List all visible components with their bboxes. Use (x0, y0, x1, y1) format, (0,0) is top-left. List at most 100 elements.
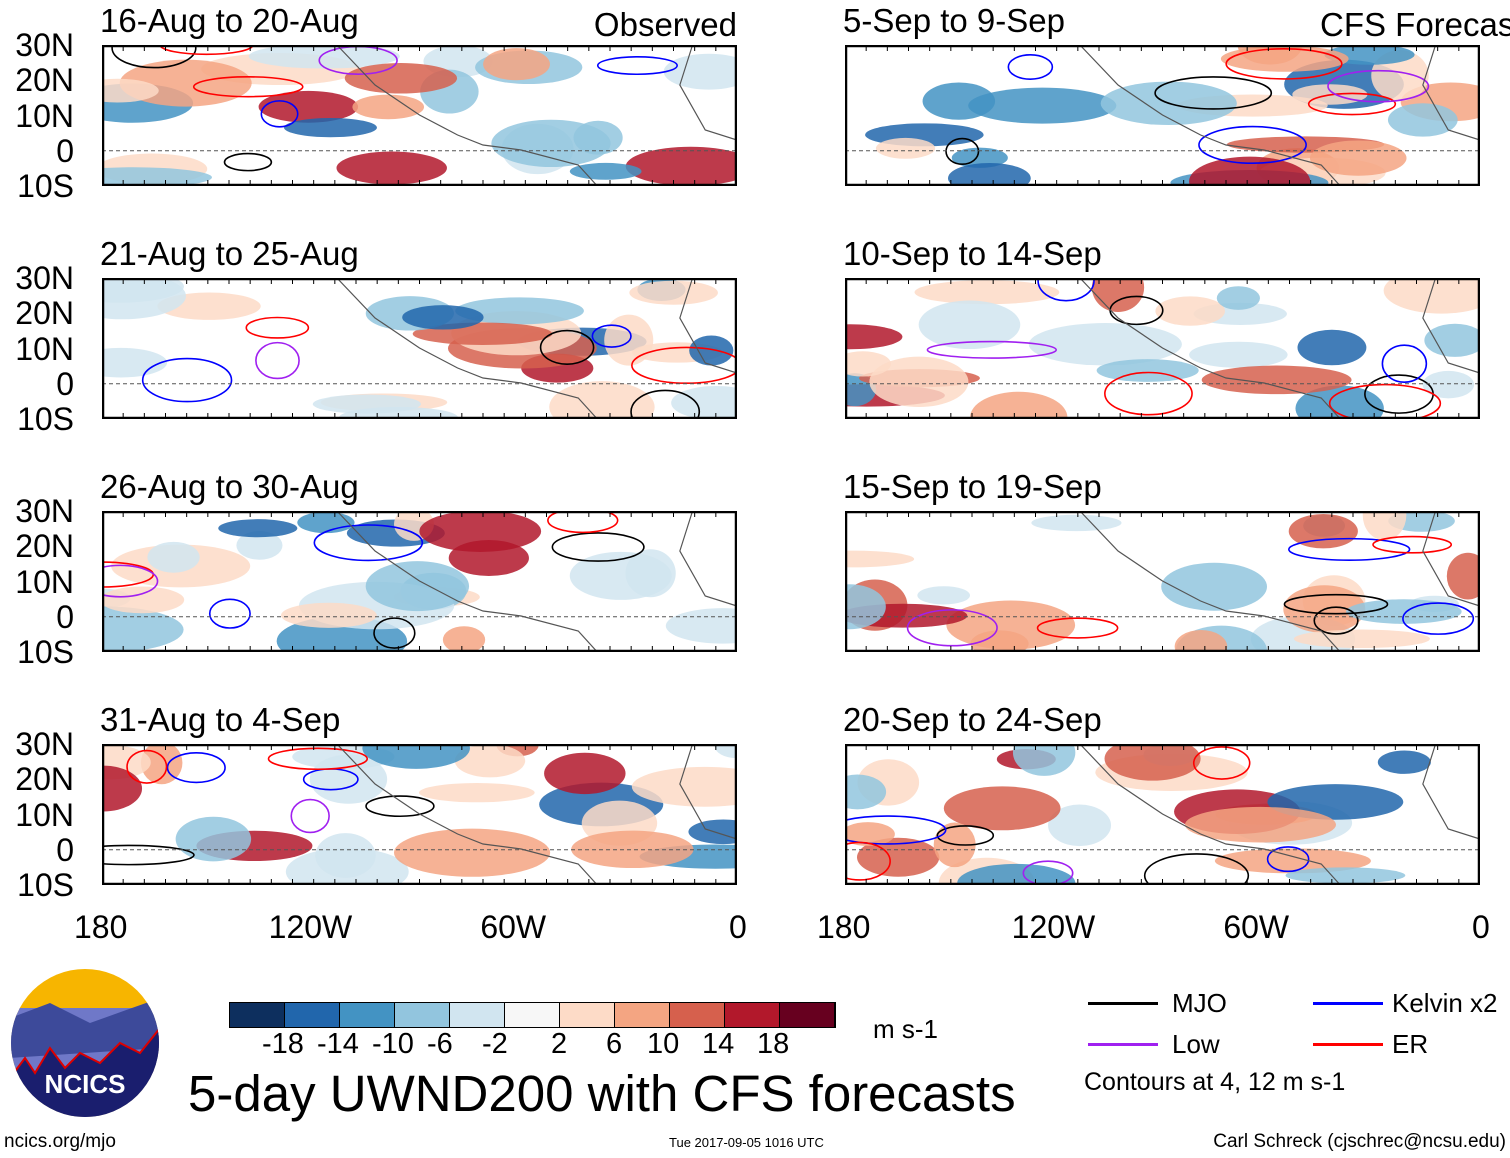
colorbar-swatch (340, 1003, 395, 1027)
contour-line (1143, 853, 1250, 885)
anomaly-shading (1288, 513, 1358, 549)
anomaly-shading (102, 278, 186, 320)
anomaly-shading (625, 146, 737, 186)
contour-line (539, 329, 595, 365)
anomaly-shading (419, 511, 542, 552)
anomaly-shading (1346, 599, 1462, 624)
anomaly-shading (418, 783, 535, 803)
anomaly-shading (309, 754, 388, 804)
colorbar-swatch (395, 1003, 450, 1027)
contour-line (313, 524, 424, 562)
anomaly-shading (917, 586, 971, 605)
anomaly-shading (442, 626, 486, 652)
contour-line (126, 749, 168, 784)
contour-line (630, 389, 701, 419)
anomaly-shading (922, 82, 996, 120)
panel-title: 21-Aug to 25-Aug (100, 235, 359, 272)
anomaly-shading (1387, 103, 1458, 137)
colorbar-swatch (505, 1003, 560, 1027)
contour-line (926, 340, 1058, 359)
x-tick-label: 120W (1011, 909, 1096, 945)
anomaly-shading (1293, 629, 1430, 649)
anomaly-shading (1161, 562, 1268, 611)
anomaly-shading (102, 347, 168, 378)
colorbar-swatch (615, 1003, 670, 1027)
panel-group-header: Observed (593, 6, 737, 43)
panel-title: 26-Aug to 30-Aug (100, 468, 359, 505)
anomaly-shading (571, 830, 694, 869)
contour-line (1327, 69, 1430, 103)
colorbar-label: 6 (606, 1028, 623, 1060)
colorbar-label: 18 (757, 1028, 790, 1060)
y-tick-label: 20N (15, 761, 74, 798)
anomaly-shading (312, 394, 421, 414)
x-tick-label: 120W (268, 909, 353, 945)
legend-er: ER (1392, 1029, 1429, 1059)
anomaly-shading (1031, 514, 1122, 532)
anomaly-shading (1201, 365, 1352, 395)
contour-line (166, 751, 226, 784)
anomaly-shading (102, 78, 159, 103)
coastline (1079, 511, 1480, 652)
contour-line (373, 617, 416, 649)
anomaly-shading (248, 45, 400, 69)
contour-line (1104, 371, 1193, 416)
contour-line (192, 76, 304, 98)
legend-line-er (1313, 1043, 1383, 1046)
contour-line (1283, 593, 1389, 615)
contour-line (255, 341, 300, 380)
anomaly-shading (845, 324, 903, 350)
contour-line (1022, 860, 1074, 885)
coastline (336, 278, 737, 419)
contour-line (1198, 125, 1307, 165)
x-tick-label: 60W (1223, 909, 1290, 945)
anomaly-shading (344, 63, 458, 94)
anomaly-shading (875, 137, 936, 159)
panel-title: 15-Sep to 19-Sep (843, 468, 1102, 505)
anomaly-shading (914, 280, 1060, 305)
anomaly-shading (352, 94, 425, 120)
anomaly-shading (147, 541, 200, 573)
contour-line (365, 795, 435, 818)
legend-line-kelvin (1313, 1002, 1383, 1005)
contour-line (547, 511, 619, 534)
anomaly-shading (1012, 744, 1076, 776)
contour-line (1307, 92, 1397, 116)
contour-line (591, 324, 632, 348)
anomaly-shading (845, 550, 915, 568)
x-tick-label: 180 (74, 909, 128, 945)
anomaly-shading (957, 863, 1076, 885)
contour-line (945, 137, 980, 166)
anomaly-shading (1309, 140, 1407, 176)
anomaly-shading (281, 602, 377, 628)
x-tick-label: 0 (1472, 909, 1490, 945)
panel-title: 5-Sep to 9-Sep (843, 2, 1065, 39)
anomaly-shading (629, 280, 718, 305)
url-link[interactable]: ncics.org/mjo (4, 1131, 116, 1152)
anomaly-shading (845, 774, 887, 810)
anomaly-shading (483, 48, 550, 81)
coastline (336, 511, 737, 652)
y-tick-label: 30N (15, 27, 74, 63)
ncics-logo: NCICS (11, 969, 159, 1117)
anomaly-shading (1214, 848, 1372, 874)
contour-line (102, 564, 159, 598)
coastline (336, 45, 737, 186)
anomaly-shading (845, 584, 886, 630)
logo-text: NCICS (45, 1069, 126, 1099)
panel-title: 20-Sep to 24-Sep (843, 701, 1102, 738)
contour-line (1313, 606, 1359, 635)
colorbar-units: m s-1 (873, 1014, 938, 1044)
contour-line (290, 798, 330, 834)
legend-line-mjo (1088, 1002, 1158, 1005)
coastline (1079, 278, 1480, 419)
contour-note: Contours at 4, 12 m s-1 (1084, 1068, 1346, 1096)
anomaly-shading (970, 391, 1068, 419)
contour-line (1007, 54, 1054, 80)
legend-low: Low (1172, 1029, 1220, 1059)
anomaly-shading (315, 833, 376, 878)
coastline (336, 744, 737, 885)
y-tick-label: 20N (15, 295, 74, 332)
x-tick-label: 60W (480, 909, 547, 945)
anomaly-shading (102, 606, 184, 652)
